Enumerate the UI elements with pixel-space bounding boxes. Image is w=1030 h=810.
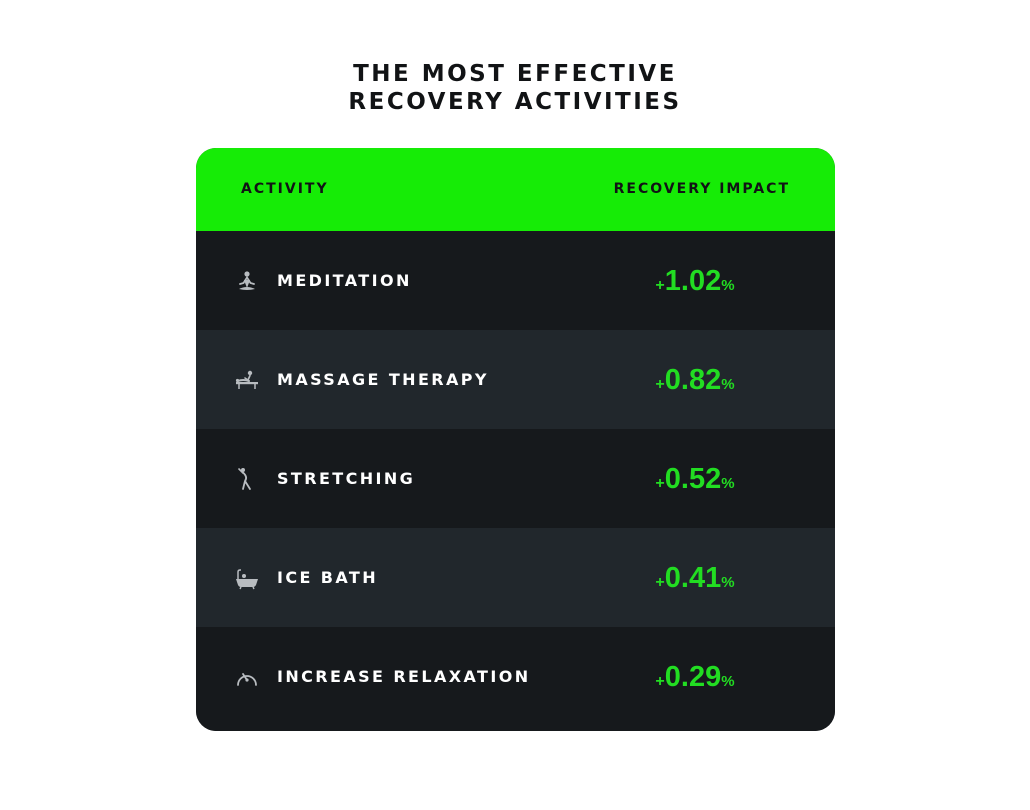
gauge-icon — [234, 665, 260, 689]
impact-sign: + — [655, 376, 665, 393]
impact-value: +0.82% — [595, 364, 795, 397]
impact-value: +0.29% — [595, 661, 795, 694]
impact-sign: + — [655, 475, 665, 492]
impact-sign: + — [655, 673, 665, 690]
impact-value: +0.52% — [595, 463, 795, 496]
impact-number: 0.41 — [664, 562, 722, 594]
chart-title-line-2: RECOVERY ACTIVITIES — [348, 89, 682, 115]
activity-label: ICE BATH — [277, 568, 379, 587]
stretching-icon — [234, 467, 260, 491]
impact-unit: % — [721, 376, 735, 393]
table-row: INCREASE RELAXATION +0.29% — [196, 627, 835, 731]
table-row: ICE BATH +0.41% — [196, 528, 835, 627]
impact-value: +0.41% — [595, 562, 795, 595]
table-header: ACTIVITY RECOVERY IMPACT — [196, 148, 835, 231]
impact-number: 0.52 — [664, 463, 722, 495]
impact-unit: % — [721, 475, 735, 492]
chart-title: THE MOST EFFECTIVE RECOVERY ACTIVITIES — [0, 60, 1030, 116]
activity-label: STRETCHING — [277, 469, 416, 488]
impact-sign: + — [655, 277, 665, 294]
recovery-table: ACTIVITY RECOVERY IMPACT MEDITATION +1.0… — [196, 148, 835, 731]
impact-unit: % — [721, 673, 735, 690]
activity-label: MEDITATION — [277, 271, 412, 290]
massage-icon — [234, 368, 260, 392]
table-row: MEDITATION +1.02% — [196, 231, 835, 330]
column-header-recovery-impact: RECOVERY IMPACT — [613, 181, 790, 197]
impact-unit: % — [721, 574, 735, 591]
table-row: STRETCHING +0.52% — [196, 429, 835, 528]
impact-number: 0.82 — [664, 364, 722, 396]
impact-number: 1.02 — [664, 265, 722, 297]
bathtub-icon — [234, 566, 260, 590]
impact-number: 0.29 — [664, 661, 722, 693]
impact-value: +1.02% — [595, 265, 795, 298]
meditation-icon — [234, 269, 260, 293]
activity-label: INCREASE RELAXATION — [277, 667, 531, 686]
impact-sign: + — [655, 574, 665, 591]
column-header-activity: ACTIVITY — [241, 181, 329, 197]
table-row: MASSAGE THERAPY +0.82% — [196, 330, 835, 429]
activity-label: MASSAGE THERAPY — [277, 370, 489, 389]
impact-unit: % — [721, 277, 735, 294]
chart-title-line-1: THE MOST EFFECTIVE — [353, 61, 677, 87]
